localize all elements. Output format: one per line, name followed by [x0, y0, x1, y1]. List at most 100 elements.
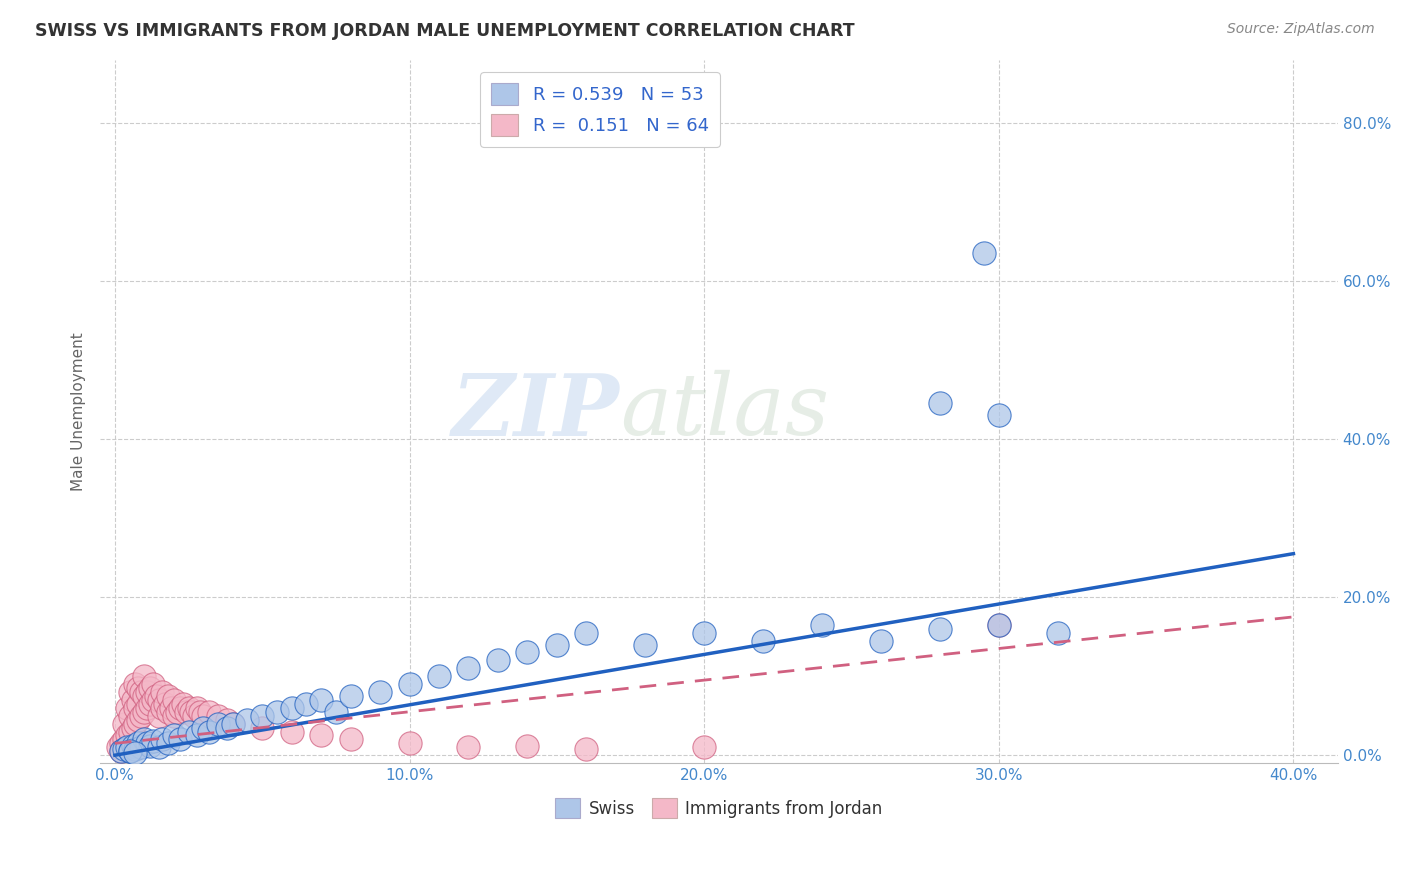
Point	[183, 708, 205, 723]
Point	[163, 729, 186, 743]
Point	[134, 669, 156, 683]
Point	[250, 721, 273, 735]
Point	[150, 685, 173, 699]
Point	[207, 716, 229, 731]
Point	[186, 729, 208, 743]
Point	[112, 742, 135, 756]
Point	[172, 697, 194, 711]
Point	[110, 736, 132, 750]
Point	[457, 661, 479, 675]
Point	[121, 693, 143, 707]
Point	[142, 734, 165, 748]
Point	[368, 685, 391, 699]
Point	[107, 740, 129, 755]
Point	[124, 716, 146, 731]
Point	[150, 732, 173, 747]
Point	[127, 713, 149, 727]
Point	[142, 677, 165, 691]
Point	[280, 700, 302, 714]
Point	[325, 705, 347, 719]
Point	[575, 625, 598, 640]
Point	[148, 693, 170, 707]
Point	[110, 744, 132, 758]
Point	[160, 700, 183, 714]
Point	[215, 721, 238, 735]
Point	[148, 740, 170, 755]
Point	[811, 617, 834, 632]
Point	[118, 744, 141, 758]
Point	[169, 700, 191, 714]
Point	[575, 742, 598, 756]
Point	[131, 685, 153, 699]
Point	[121, 721, 143, 735]
Point	[112, 716, 135, 731]
Point	[156, 736, 179, 750]
Point	[186, 700, 208, 714]
Point	[124, 700, 146, 714]
Point	[118, 708, 141, 723]
Point	[222, 716, 245, 731]
Point	[486, 653, 509, 667]
Point	[222, 716, 245, 731]
Point	[198, 724, 221, 739]
Point	[169, 732, 191, 747]
Point	[150, 700, 173, 714]
Point	[153, 697, 176, 711]
Point	[145, 689, 167, 703]
Point	[124, 742, 146, 756]
Point	[148, 708, 170, 723]
Point	[134, 705, 156, 719]
Point	[1046, 625, 1069, 640]
Point	[193, 708, 215, 723]
Point	[398, 677, 420, 691]
Text: Source: ZipAtlas.com: Source: ZipAtlas.com	[1227, 22, 1375, 37]
Point	[139, 697, 162, 711]
Point	[198, 705, 221, 719]
Point	[112, 732, 135, 747]
Point	[110, 744, 132, 758]
Point	[118, 744, 141, 758]
Point	[115, 700, 138, 714]
Text: ZIP: ZIP	[451, 369, 620, 453]
Point	[236, 713, 259, 727]
Point	[987, 617, 1010, 632]
Point	[295, 697, 318, 711]
Point	[166, 705, 188, 719]
Point	[427, 669, 450, 683]
Point	[207, 708, 229, 723]
Point	[870, 633, 893, 648]
Point	[139, 681, 162, 695]
Point	[134, 732, 156, 747]
Point	[124, 746, 146, 760]
Point	[339, 732, 361, 747]
Point	[546, 638, 568, 652]
Point	[188, 705, 211, 719]
Point	[693, 740, 716, 755]
Point	[118, 685, 141, 699]
Text: SWISS VS IMMIGRANTS FROM JORDAN MALE UNEMPLOYMENT CORRELATION CHART: SWISS VS IMMIGRANTS FROM JORDAN MALE UNE…	[35, 22, 855, 40]
Point	[634, 638, 657, 652]
Y-axis label: Male Unemployment: Male Unemployment	[72, 332, 86, 491]
Point	[457, 740, 479, 755]
Point	[177, 724, 200, 739]
Point	[156, 705, 179, 719]
Point	[516, 645, 538, 659]
Point	[124, 677, 146, 691]
Point	[131, 740, 153, 755]
Point	[115, 740, 138, 755]
Point	[163, 708, 186, 723]
Point	[752, 633, 775, 648]
Point	[280, 724, 302, 739]
Point	[127, 736, 149, 750]
Point	[136, 685, 159, 699]
Point	[398, 736, 420, 750]
Point	[127, 681, 149, 695]
Point	[309, 693, 332, 707]
Point	[163, 693, 186, 707]
Point	[266, 705, 288, 719]
Point	[136, 700, 159, 714]
Point	[174, 705, 197, 719]
Point	[987, 409, 1010, 423]
Point	[928, 622, 950, 636]
Point	[987, 617, 1010, 632]
